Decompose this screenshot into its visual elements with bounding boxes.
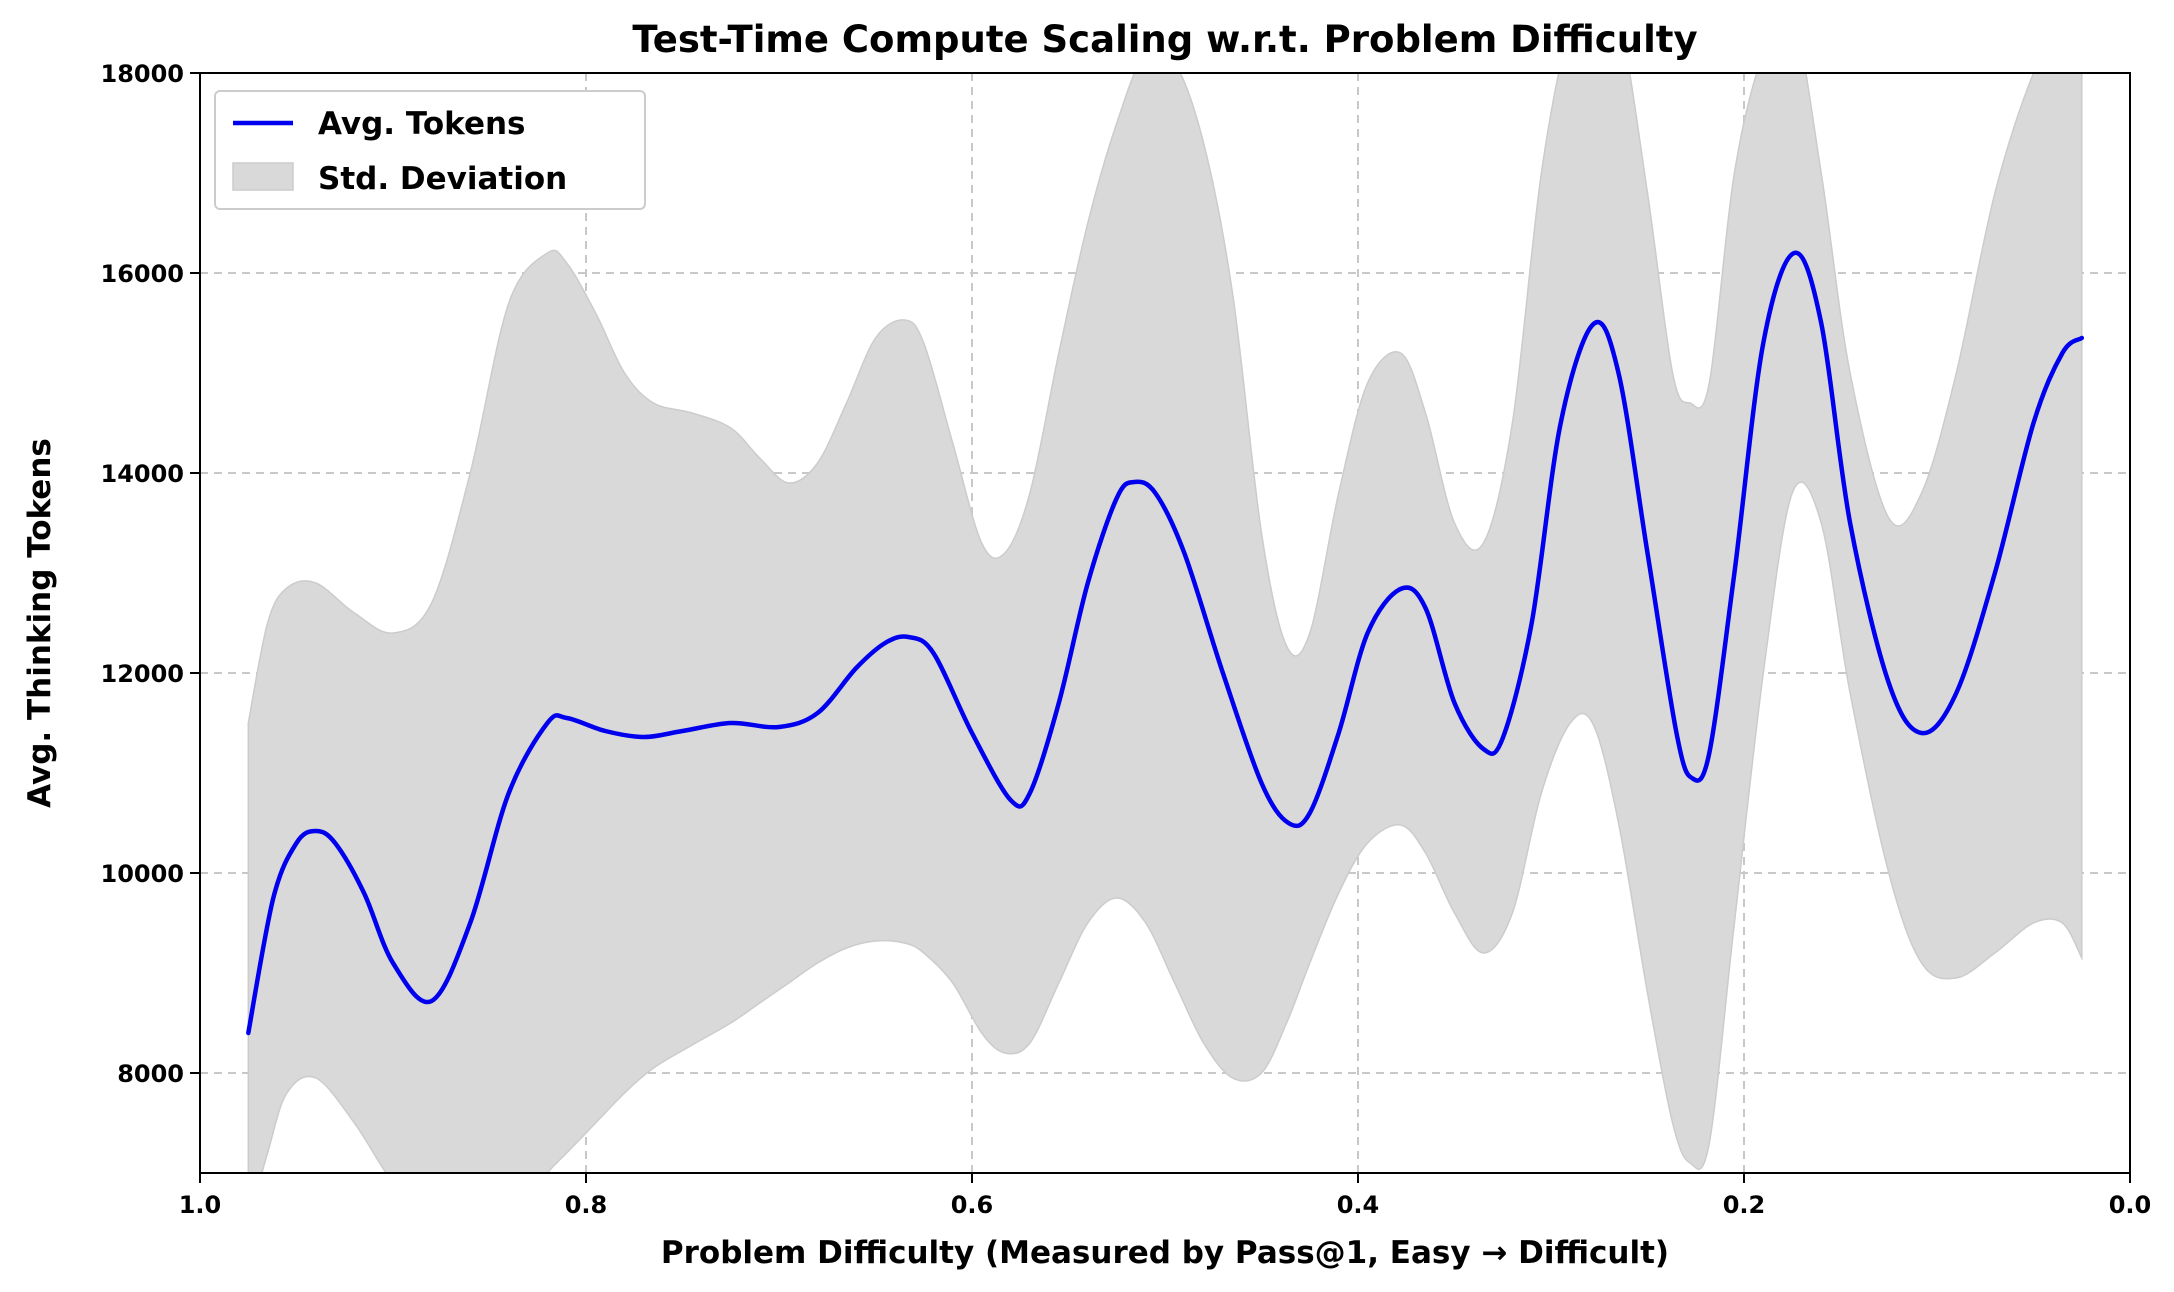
avg-tokens-line [246,250,2085,1036]
y-tick-label: 12000 [101,660,185,688]
y-axis-label: Avg. Thinking Tokens [22,438,58,808]
y-tick-label: 8000 [117,1060,184,1088]
x-tick-label: 0.8 [565,1191,608,1219]
x-tick-label: 0.2 [1723,1191,1766,1219]
y-tick-label: 16000 [101,260,185,288]
y-tick-label: 10000 [101,860,185,888]
legend-swatch-std-deviation [232,162,294,191]
x-tick-label: 1.0 [179,1191,222,1219]
x-tick-label: 0.6 [951,1191,994,1219]
y-tick-label: 18000 [101,60,185,88]
plot-area [246,73,2085,1173]
legend-label-std-deviation: Std. Deviation [318,161,567,197]
axes-frame [199,72,2131,1174]
chart-title: Test-Time Compute Scaling w.r.t. Problem… [632,18,1697,61]
ticks: 1.0 0.8 0.6 0.4 0.2 0.0 8000 10000 12000 14000 160… [101,60,2152,1219]
legend-label-avg-tokens: Avg. Tokens [318,106,526,142]
std-deviation-band [247,73,2083,1173]
legend-box [214,90,646,210]
legend: Avg. Tokens Std. Deviation [214,90,646,210]
x-tick-label: 0.0 [2109,1191,2152,1219]
x-tick-label: 0.4 [1337,1191,1380,1219]
y-tick-label: 14000 [101,460,185,488]
x-axis-label: Problem Difficulty (Measured by Pass@1, … [661,1235,1669,1271]
